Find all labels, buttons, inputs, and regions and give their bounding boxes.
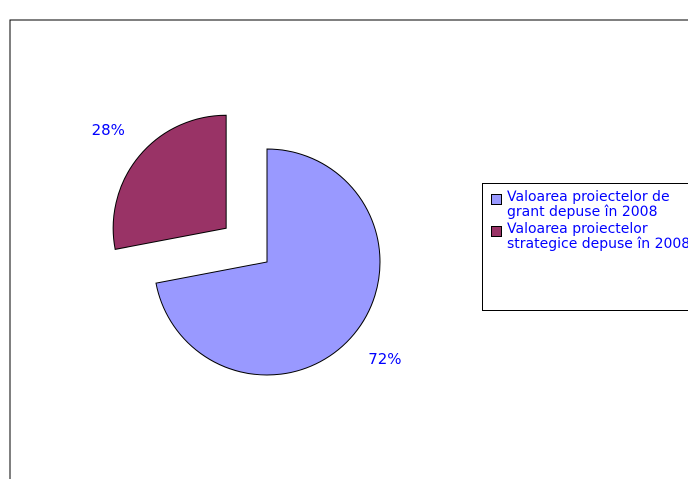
legend-swatch: [491, 226, 502, 237]
legend-label: Valoarea proiectelor strategice depuse î…: [507, 221, 688, 252]
data-label: 72%: [368, 350, 401, 368]
pie-slice: [155, 148, 381, 376]
data-label: 28%: [92, 121, 125, 139]
legend-item: Valoarea proiectelor strategice depuse î…: [491, 222, 688, 252]
legend-item: Valoarea proiectelor de grant depuse în …: [491, 190, 688, 220]
legend-label: Valoarea proiectelor de grant depuse în …: [507, 189, 670, 220]
legend: Valoarea proiectelor de grant depuse în …: [482, 183, 688, 311]
legend-swatch: [491, 194, 502, 205]
pie-slice: [112, 114, 227, 250]
chart-frame: [9, 19, 688, 479]
